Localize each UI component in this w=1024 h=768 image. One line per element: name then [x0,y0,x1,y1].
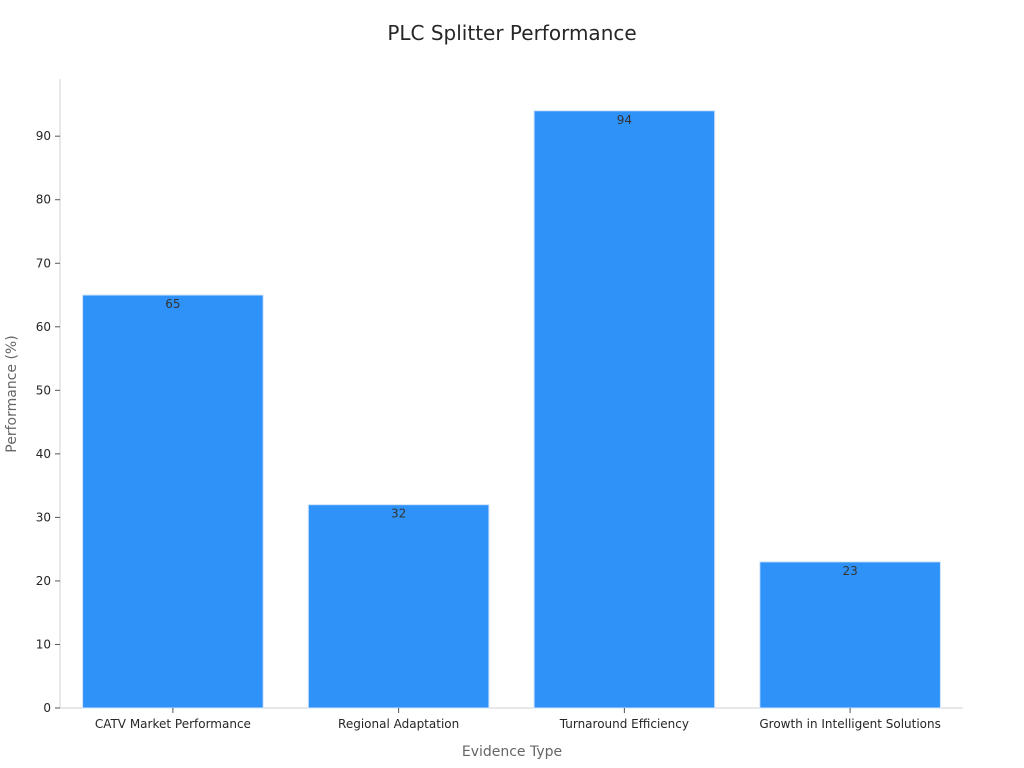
data-label: 32 [391,507,406,521]
y-tick-label: 90 [36,129,51,143]
data-label: 65 [165,297,180,311]
x-tick-label: Regional Adaptation [338,717,459,731]
bar [82,294,264,709]
x-tick-label: Growth in Intelligent Solutions [759,717,941,731]
y-tick-label: 30 [36,510,51,524]
plot-area: 0 10 20 30 40 50 60 70 80 90 65 CATV Market Perform… [36,79,963,731]
bar [307,504,490,709]
y-tick-label: 70 [36,256,51,270]
x-axis-title: Evidence Type [462,744,562,760]
data-label: 23 [842,564,857,578]
bar [533,110,716,709]
y-tick-label: 80 [36,193,51,207]
y-tick-label: 10 [36,637,51,651]
data-label: 94 [617,113,632,127]
y-tick-label: 40 [36,447,51,461]
y-tick-label: 20 [36,574,51,588]
x-tick-label: CATV Market Performance [95,717,251,731]
x-tick-label: Turnaround Efficiency [559,717,689,731]
y-axis-title: Performance (%) [4,335,20,452]
chart-title: PLC Splitter Performance [387,21,636,45]
y-tick-label: 50 [36,383,51,397]
bar [759,561,941,709]
y-tick-label: 0 [43,701,51,715]
y-tick-label: 60 [36,320,51,334]
